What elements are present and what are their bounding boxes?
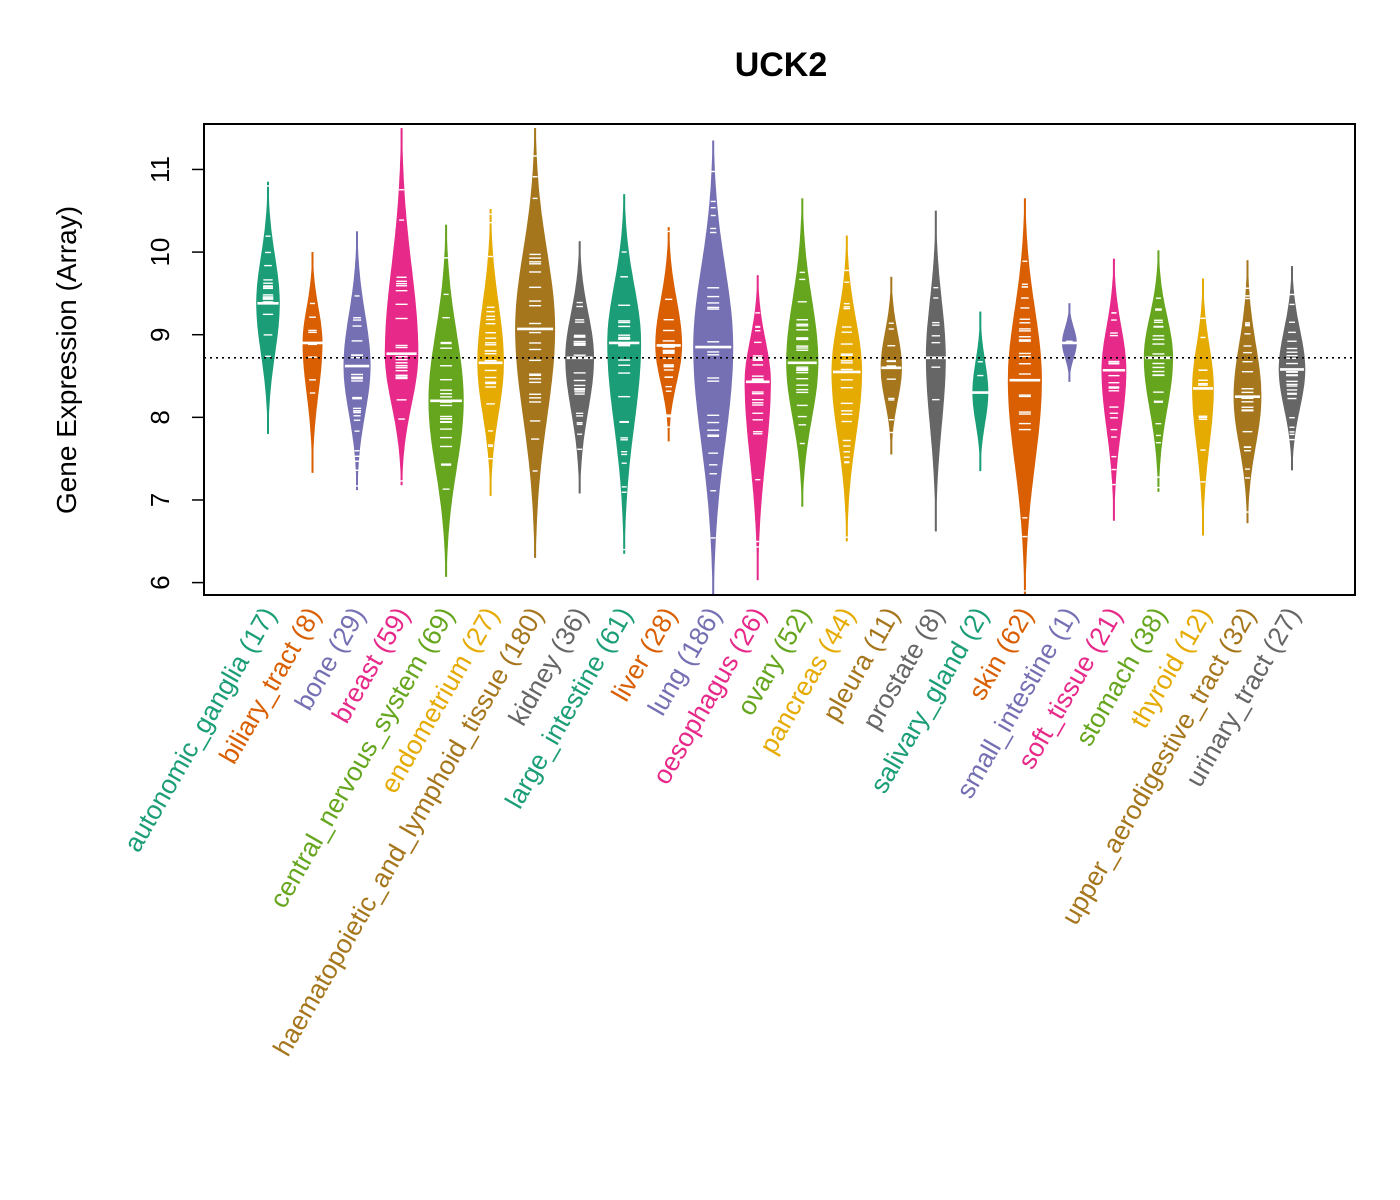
violin-body [744, 275, 771, 581]
violin-small-intestine [1059, 303, 1080, 382]
violin-stomach [1143, 250, 1174, 492]
violin-lung [693, 140, 734, 595]
y-tick-label: 11 [145, 156, 175, 183]
violin-bone [343, 231, 371, 491]
violin-soft-tissue [1101, 258, 1127, 521]
violin-pleura [880, 276, 902, 455]
violin-thyroid [1192, 278, 1214, 536]
violin-large-intestine [607, 194, 642, 554]
violin-urinary-tract [1278, 266, 1306, 471]
violin-body [302, 252, 323, 473]
violin-body [925, 210, 946, 532]
violin-salivary-gland [970, 311, 991, 472]
violin-oesophagus [744, 275, 771, 581]
violin-haematopoietic-and-lymphoid-tissue [515, 128, 556, 558]
y-tick-label: 8 [145, 410, 175, 424]
violin-upper-aerodigestive-tract [1233, 260, 1262, 524]
violin-body [565, 241, 595, 494]
y-tick-label: 6 [145, 575, 175, 589]
violin-skin [1007, 198, 1042, 595]
violin-ovary [786, 198, 819, 507]
violin-body [655, 227, 683, 442]
violin-autonomic-ganglia [256, 181, 280, 434]
violin-body [256, 181, 280, 434]
violin-pancreas [831, 235, 863, 542]
violin-body [384, 128, 419, 486]
y-axis-label: Gene Expression (Array) [51, 206, 82, 514]
y-tick-label: 7 [145, 493, 175, 507]
chart-title: UCK2 [735, 46, 828, 84]
violin-breast [384, 128, 419, 486]
violin-kidney [565, 241, 595, 494]
plot-area [204, 128, 1355, 595]
violin-body [786, 198, 819, 507]
violin-body [477, 209, 504, 496]
violin-biliary-tract [302, 252, 323, 473]
violin-endometrium [477, 209, 504, 496]
violin-body [1192, 278, 1214, 536]
violin-liver [655, 227, 683, 442]
x-axis-labels: autonomic_ganglia (17)biliary_tract (8)b… [118, 602, 1306, 1061]
violin-body [343, 231, 371, 491]
y-tick-label: 10 [145, 238, 175, 267]
y-tick-label: 9 [145, 327, 175, 341]
violin-body [831, 235, 863, 542]
violin-body [607, 194, 642, 554]
violin-body [693, 140, 734, 595]
violin-body [1101, 258, 1127, 521]
y-axis: 6 7 8 9 10 11 [145, 156, 205, 590]
violin-prostate [925, 210, 946, 532]
violin-central-nervous-system [428, 224, 464, 577]
plot-frame [203, 123, 1356, 596]
